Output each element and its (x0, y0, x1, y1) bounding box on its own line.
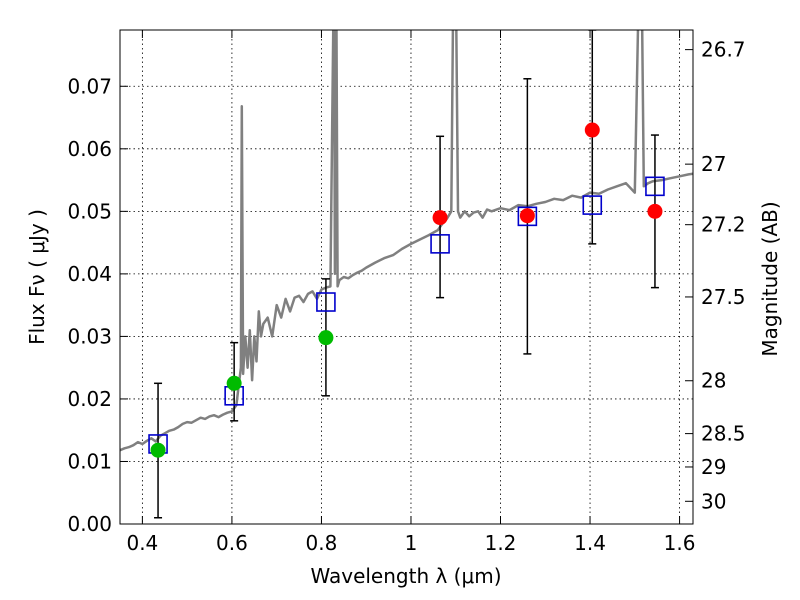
observed-point (584, 122, 600, 138)
y-tick-label: 0.05 (67, 199, 112, 223)
x-tick-label: 0.6 (216, 531, 248, 555)
model-point-square (517, 206, 538, 227)
y2-tick-label: 28 (701, 369, 726, 393)
grid-lines (120, 30, 693, 525)
x-tick-label: 0.4 (126, 531, 158, 555)
observed-point (647, 203, 663, 219)
model-point-square (582, 195, 603, 215)
y2-axis-label: Magnitude (AB) (758, 201, 782, 356)
spectrum-line (120, 30, 693, 452)
y-axis-label: Flux Fν ( μJy ) (25, 209, 49, 345)
x-axis: 0.4 0.6 0.8 1 1.2 1.4 1.6 (126, 30, 695, 555)
y-tick-label: 0.06 (67, 137, 112, 161)
y2-tick-label: 30 (701, 489, 726, 513)
y-tick-label: 0.02 (67, 387, 112, 411)
x-tick-label: 1 (405, 531, 418, 555)
observed-point (519, 208, 535, 224)
x-tick-label: 0.8 (306, 531, 338, 555)
observed-point (226, 375, 242, 391)
observed-point (150, 442, 166, 458)
plot-area (120, 30, 693, 519)
x-axis-label: Wavelength λ (μm) (310, 564, 501, 588)
y-tick-label: 0.07 (67, 74, 112, 98)
y-axis: 0.00 0.01 0.02 0.03 0.04 0.05 0.06 0.07 (67, 74, 128, 536)
y-tick-label: 0.01 (67, 449, 112, 473)
observed-point (432, 210, 448, 226)
y-tick-label: 0.04 (67, 262, 112, 286)
y2-tick-label: 27 (701, 152, 726, 176)
y2-axis: 26.7 27 27.2 27.5 28 28.5 29 30 (685, 38, 746, 513)
model-point-square (645, 176, 665, 197)
y2-tick-label: 26.7 (701, 38, 746, 62)
x-tick-label: 1.2 (485, 531, 517, 555)
y-tick-label: 0.03 (67, 324, 112, 348)
y2-tick-label: 28.5 (701, 422, 746, 446)
y-tick-label: 0.00 (67, 512, 112, 536)
plot-background (120, 30, 693, 524)
x-tick-label: 1.4 (574, 531, 606, 555)
plot-frame (119, 29, 694, 525)
observed-point (318, 330, 334, 346)
y2-tick-label: 27.5 (701, 285, 746, 309)
y2-tick-label: 27.2 (701, 213, 746, 237)
model-point-square (430, 234, 450, 254)
y2-tick-label: 29 (701, 455, 726, 479)
model-point-square (316, 292, 336, 312)
x-tick-label: 1.6 (664, 531, 696, 555)
